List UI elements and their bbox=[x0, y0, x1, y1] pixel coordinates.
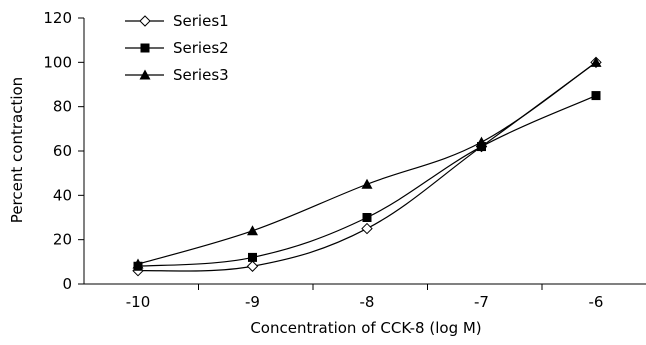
series-3 bbox=[132, 56, 602, 269]
y-axis-label: Percent contraction bbox=[8, 77, 26, 223]
series-2-point bbox=[591, 91, 601, 101]
series-2-point bbox=[248, 252, 257, 262]
series-3-point bbox=[476, 136, 487, 147]
x-axis-label: Concentration of CCK-8 (log M) bbox=[250, 319, 481, 337]
legend-item-2: Series2 bbox=[125, 39, 229, 57]
y-tick-label: 120 bbox=[43, 9, 72, 27]
y-tick-label: 80 bbox=[53, 98, 72, 116]
series-layer bbox=[132, 56, 602, 277]
y-tick-label: 0 bbox=[62, 275, 72, 293]
legend-label: Series2 bbox=[173, 39, 229, 57]
series-1-line bbox=[137, 61, 597, 272]
series-2-point bbox=[362, 213, 372, 222]
legend-item-1: Series1 bbox=[125, 12, 229, 30]
y-tick-label: 100 bbox=[43, 53, 72, 71]
y-ticks: 0 20 40 60 80 100 120 bbox=[43, 9, 84, 293]
legend: Series1 Series2 Series3 bbox=[125, 12, 229, 84]
x-tick-label: -6 bbox=[589, 293, 604, 311]
legend-marker bbox=[140, 43, 150, 53]
legend-label: Series3 bbox=[173, 66, 229, 84]
y-tick-label: 40 bbox=[53, 186, 72, 204]
y-tick-label: 60 bbox=[53, 142, 72, 160]
legend-label: Series1 bbox=[173, 12, 229, 30]
x-ticks: -10 -9 -8 -7 -6 bbox=[126, 284, 604, 311]
series-3-point bbox=[361, 178, 373, 189]
series-3-point bbox=[247, 225, 258, 236]
legend-item-3: Series3 bbox=[125, 66, 229, 84]
x-tick-label: -8 bbox=[360, 293, 375, 311]
series-3-point bbox=[590, 56, 602, 67]
x-tick-label: -9 bbox=[245, 293, 260, 311]
y-tick-label: 20 bbox=[53, 231, 72, 249]
legend-marker bbox=[139, 69, 151, 80]
series-1-point bbox=[361, 222, 373, 235]
legend-marker bbox=[139, 15, 151, 27]
series-3-point bbox=[132, 258, 144, 269]
axes bbox=[83, 18, 646, 285]
series-1-point bbox=[246, 260, 259, 272]
x-tick-label: -10 bbox=[126, 293, 151, 311]
x-tick-label: -7 bbox=[474, 293, 489, 311]
series-1 bbox=[132, 56, 602, 277]
